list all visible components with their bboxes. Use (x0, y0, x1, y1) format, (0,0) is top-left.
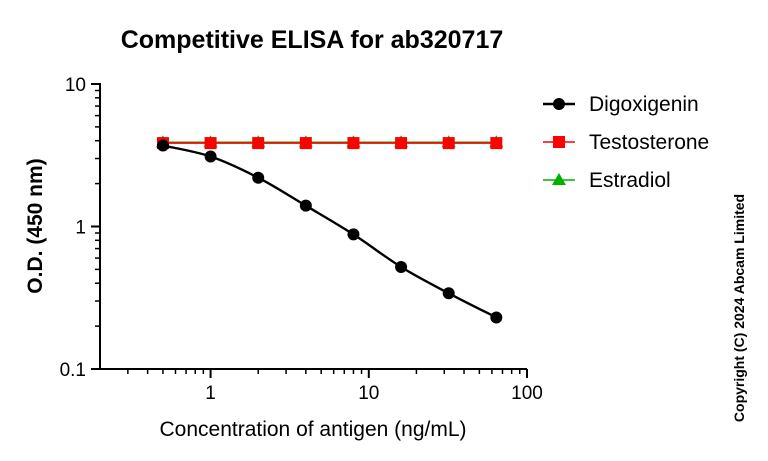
series-testosterone (156, 137, 503, 150)
legend-label: Estradiol (589, 169, 671, 192)
x-axis-label: Concentration of antigen (ng/mL) (159, 418, 466, 441)
x-tick-label: 100 (511, 383, 543, 404)
legend-item-testosterone: Testosterone (543, 131, 709, 154)
testosterone-point (490, 137, 503, 150)
copyright-notice: Copyright (C) 2024 Abcam Limited (731, 194, 747, 422)
y-tick-label: 1 (75, 218, 86, 239)
testosterone-point (442, 137, 455, 150)
legend-label: Digoxigenin (589, 93, 699, 116)
x-tick-label: 10 (358, 383, 379, 404)
digoxigenin-point (204, 150, 217, 163)
testosterone-point (299, 137, 312, 150)
legend-marker (553, 98, 565, 110)
digoxigenin-point (156, 139, 169, 152)
testosterone-point (395, 137, 408, 150)
plot-area (155, 135, 504, 324)
digoxigenin-point (442, 287, 455, 300)
axes: 0.1 1 10 1 10 100 (60, 75, 543, 404)
digoxigenin-point (347, 228, 360, 241)
y-axis-label: O.D. (450 nm) (24, 158, 47, 293)
series-digoxigenin (156, 139, 503, 324)
legend-label: Testosterone (589, 131, 709, 154)
x-tick-label: 1 (205, 383, 216, 404)
legend: Digoxigenin Testosterone Estradiol (543, 93, 709, 192)
legend-marker (552, 173, 566, 185)
y-tick-label: 10 (65, 75, 86, 96)
testosterone-point (252, 137, 265, 150)
testosterone-point (347, 137, 360, 150)
legend-item-estradiol: Estradiol (543, 169, 671, 192)
digoxigenin-point (299, 199, 312, 212)
legend-item-digoxigenin: Digoxigenin (543, 93, 699, 116)
digoxigenin-point (395, 260, 408, 273)
digoxigenin-point (490, 311, 503, 324)
testosterone-point (204, 137, 217, 150)
chart-title: Competitive ELISA for ab320717 (121, 26, 504, 54)
digoxigenin-point (252, 171, 265, 184)
y-tick-label: 0.1 (60, 360, 86, 381)
legend-marker (553, 136, 565, 148)
